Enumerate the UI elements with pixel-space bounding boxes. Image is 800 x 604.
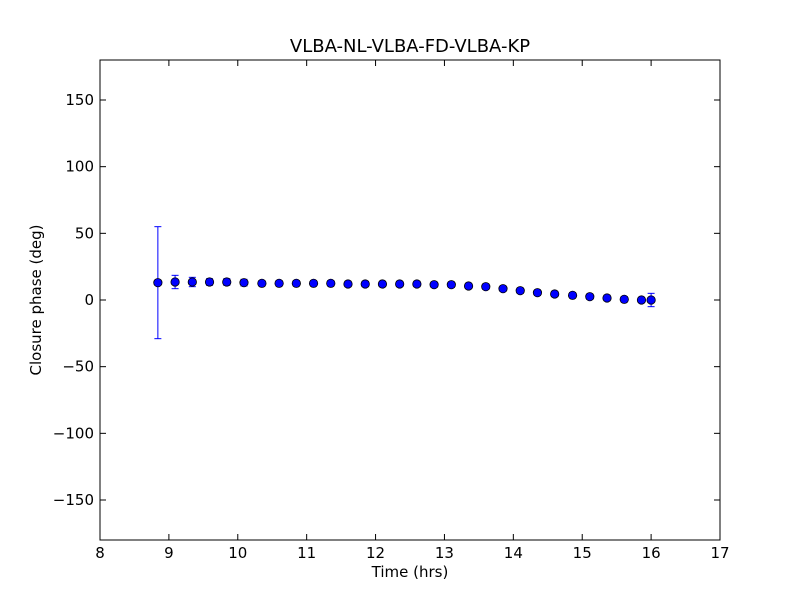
- y-tick-label: 50: [75, 224, 94, 242]
- chart-title: VLBA-NL-VLBA-FD-VLBA-KP: [290, 36, 530, 57]
- x-tick-label: 9: [164, 544, 174, 562]
- data-point: [602, 293, 612, 303]
- x-tick-label: 10: [228, 544, 247, 562]
- y-tick-label: −50: [62, 358, 94, 376]
- data-point: [153, 278, 163, 288]
- data-point: [585, 292, 595, 302]
- x-tick-label: 15: [573, 544, 592, 562]
- x-tick-label: 14: [504, 544, 523, 562]
- data-point: [446, 280, 456, 290]
- data-point: [291, 278, 301, 288]
- data-point: [170, 277, 180, 287]
- data-point: [646, 295, 656, 305]
- data-point: [429, 280, 439, 290]
- data-point: [532, 288, 543, 298]
- plot-frame: [99, 59, 721, 541]
- y-axis-label: Closure phase (deg): [27, 225, 45, 376]
- data-point: [395, 279, 405, 289]
- data-point: [636, 295, 647, 305]
- data-point: [550, 289, 560, 299]
- data-point: [515, 286, 525, 296]
- data-point: [343, 279, 353, 289]
- y-tick-label: −150: [53, 491, 94, 509]
- data-point: [463, 281, 474, 291]
- x-tick-label: 8: [95, 544, 105, 562]
- x-tick-label: 17: [710, 544, 729, 562]
- data-point: [412, 279, 422, 289]
- data-point: [360, 279, 370, 289]
- x-tick-label: 11: [297, 544, 316, 562]
- y-tick-label: −100: [53, 424, 94, 442]
- data-point: [619, 294, 629, 304]
- x-tick-label: 13: [435, 544, 454, 562]
- data-point: [222, 277, 232, 287]
- y-tick-label: 100: [65, 158, 94, 176]
- y-tick-label: 150: [65, 91, 94, 109]
- data-point: [187, 277, 197, 287]
- tick-layer: 8 9 10 11 12 13 14 15 16 17 −150 −100 −50 0 50 100 150: [53, 60, 730, 562]
- data-point: [308, 278, 319, 288]
- data-point: [204, 277, 215, 287]
- data-point: [274, 278, 284, 288]
- data-point: [326, 278, 336, 288]
- data-point: [567, 290, 578, 300]
- y-tick-label: 0: [84, 291, 94, 309]
- data-point: [239, 278, 249, 288]
- data-point: [498, 284, 508, 294]
- x-tick-label: 12: [366, 544, 385, 562]
- data-layer: [153, 226, 656, 340]
- x-tick-label: 16: [642, 544, 661, 562]
- data-point: [377, 279, 388, 289]
- x-axis-label: Time (hrs): [371, 563, 449, 581]
- data-point: [257, 278, 267, 288]
- data-point: [481, 282, 491, 292]
